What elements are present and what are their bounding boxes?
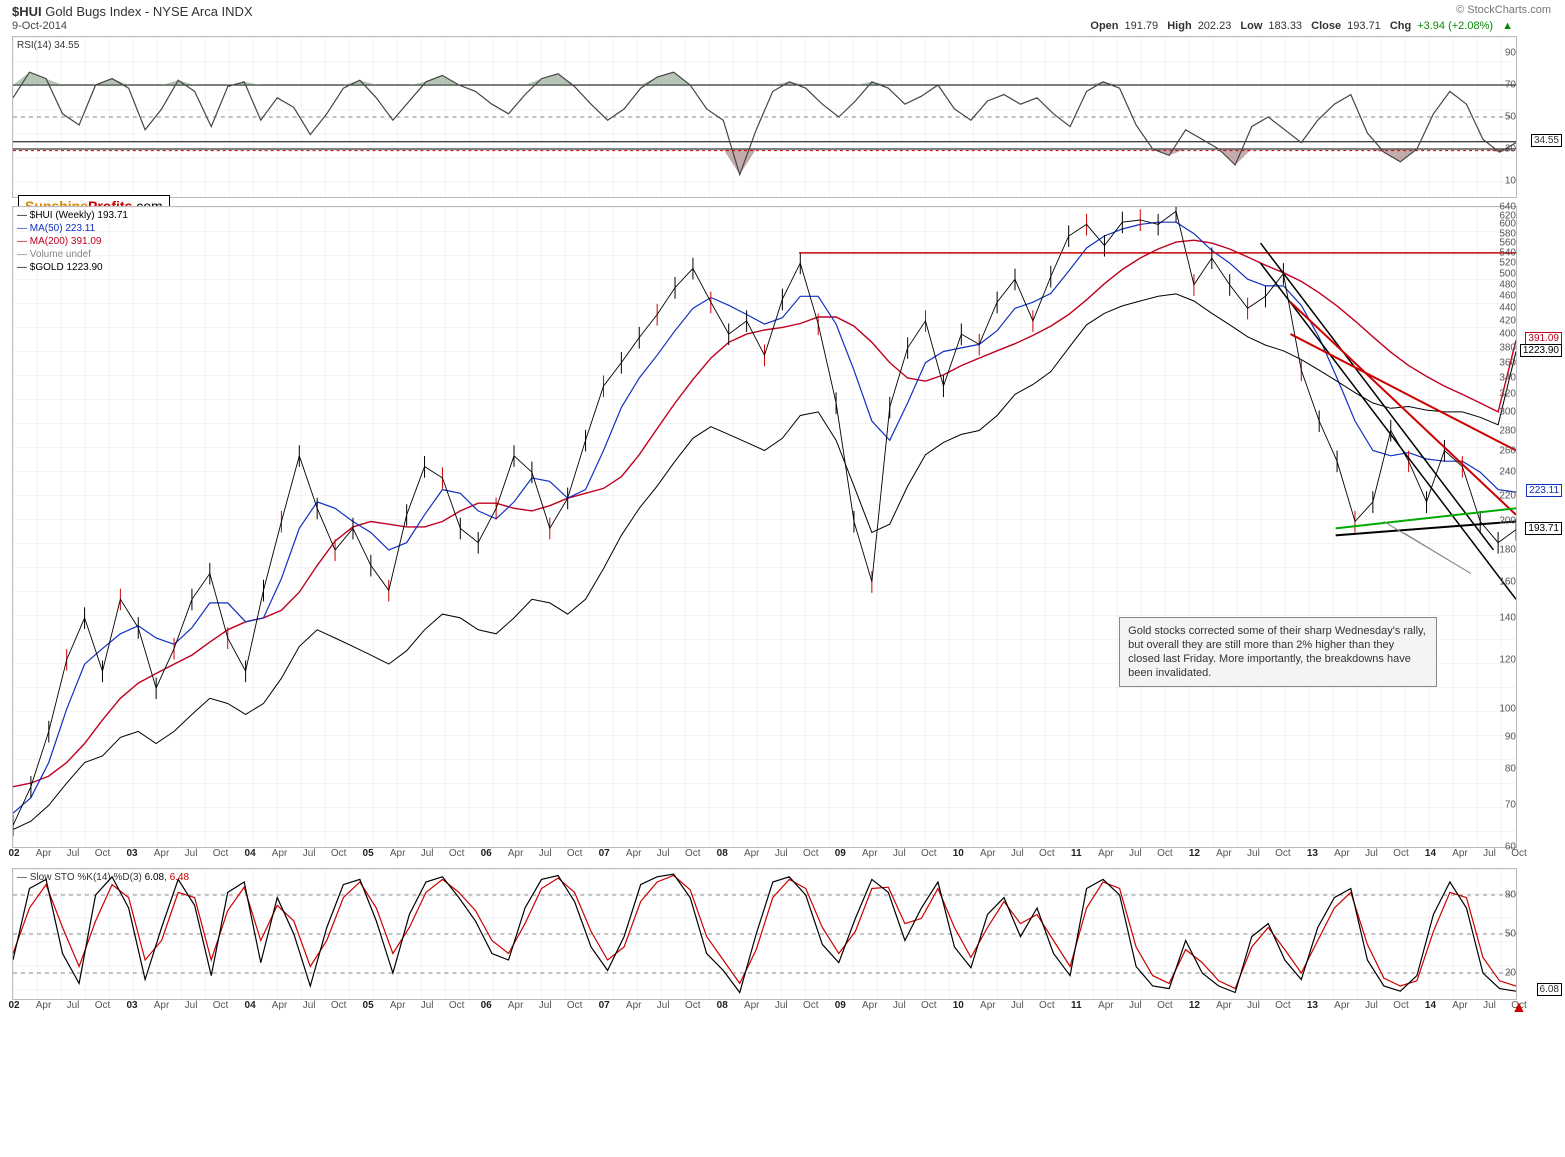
sto-xaxis: 02AprJulOct03AprJulOct04AprJulOct05AprJu… xyxy=(12,1000,1517,1014)
sto-plot xyxy=(13,869,1516,999)
rsi-current-badge: 34.55 xyxy=(1531,134,1562,147)
symbol: $HUI xyxy=(12,4,42,19)
price-yaxis: 6070809010012014016018020022024026028030… xyxy=(1472,207,1516,847)
open-label: Open xyxy=(1090,20,1118,32)
stochastic-panel: — Slow STO %K(14) %D(3) 6.08, 6.48 20508… xyxy=(12,868,1517,1000)
close-label: Close xyxy=(1311,20,1341,32)
chart-date: 9-Oct-2014 xyxy=(12,20,67,32)
low-val: 183.33 xyxy=(1268,20,1302,32)
price-xaxis: 02AprJulOct03AprJulOct04AprJulOct05AprJu… xyxy=(12,848,1517,862)
low-label: Low xyxy=(1240,20,1262,32)
ohlc-bar: Open 191.79 High 202.23 Low 183.33 Close 193… xyxy=(1084,20,1513,32)
up-arrow-marker-icon: ▲ xyxy=(1511,999,1527,1017)
sto-yaxis: 205080 xyxy=(1472,869,1516,999)
high-val: 202.23 xyxy=(1198,20,1232,32)
up-arrow-icon: ▲ xyxy=(1502,20,1513,32)
open-val: 191.79 xyxy=(1125,20,1159,32)
rsi-yaxis: 1030507090 xyxy=(1472,37,1516,197)
chg-val: +3.94 (+2.08%) xyxy=(1417,20,1493,32)
chg-label: Chg xyxy=(1390,20,1411,32)
price-panel: — $HUI (Weekly) 193.71— MA(50) 223.11— M… xyxy=(12,206,1517,848)
rsi-panel: RSI(14) 34.55 1030507090 34.55 xyxy=(12,36,1517,198)
title-text: Gold Bugs Index - NYSE Arca INDX xyxy=(45,4,252,19)
close-val: 193.71 xyxy=(1347,20,1381,32)
chart-title: $HUI Gold Bugs Index - NYSE Arca INDX xyxy=(12,4,253,19)
price-plot xyxy=(13,207,1516,847)
sto-current-badge: 6.08 xyxy=(1537,983,1562,996)
high-label: High xyxy=(1167,20,1191,32)
rsi-plot xyxy=(13,37,1516,197)
annotation-box: Gold stocks corrected some of their shar… xyxy=(1119,617,1437,687)
attribution: © StockCharts.com xyxy=(1456,4,1551,16)
